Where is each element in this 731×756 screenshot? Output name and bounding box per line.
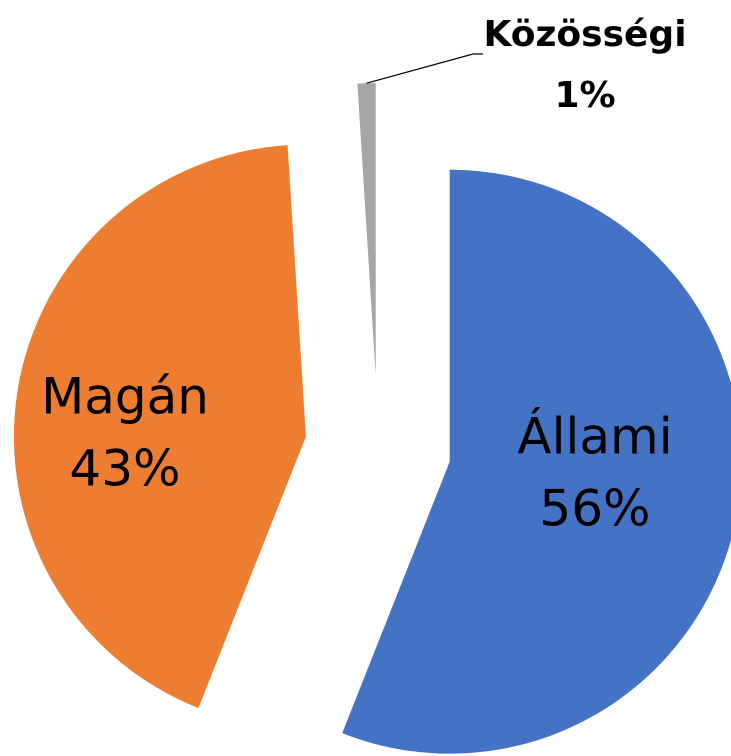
slice-label: Magán [41, 368, 209, 426]
slice-value-label: 43% [69, 440, 180, 498]
pie-slice [13, 145, 306, 709]
slice-value-label: 1% [554, 75, 615, 116]
slice-value-label: 56% [539, 480, 650, 538]
pie-slice [357, 83, 376, 376]
slice-label: Közösségi [483, 14, 686, 55]
pie-slice [342, 169, 731, 754]
leader-line [366, 53, 483, 84]
slice-label: Állami [517, 407, 672, 466]
slices [13, 83, 731, 754]
labels: Állami 56% Magán 43% Közösségi 1% [41, 14, 686, 538]
